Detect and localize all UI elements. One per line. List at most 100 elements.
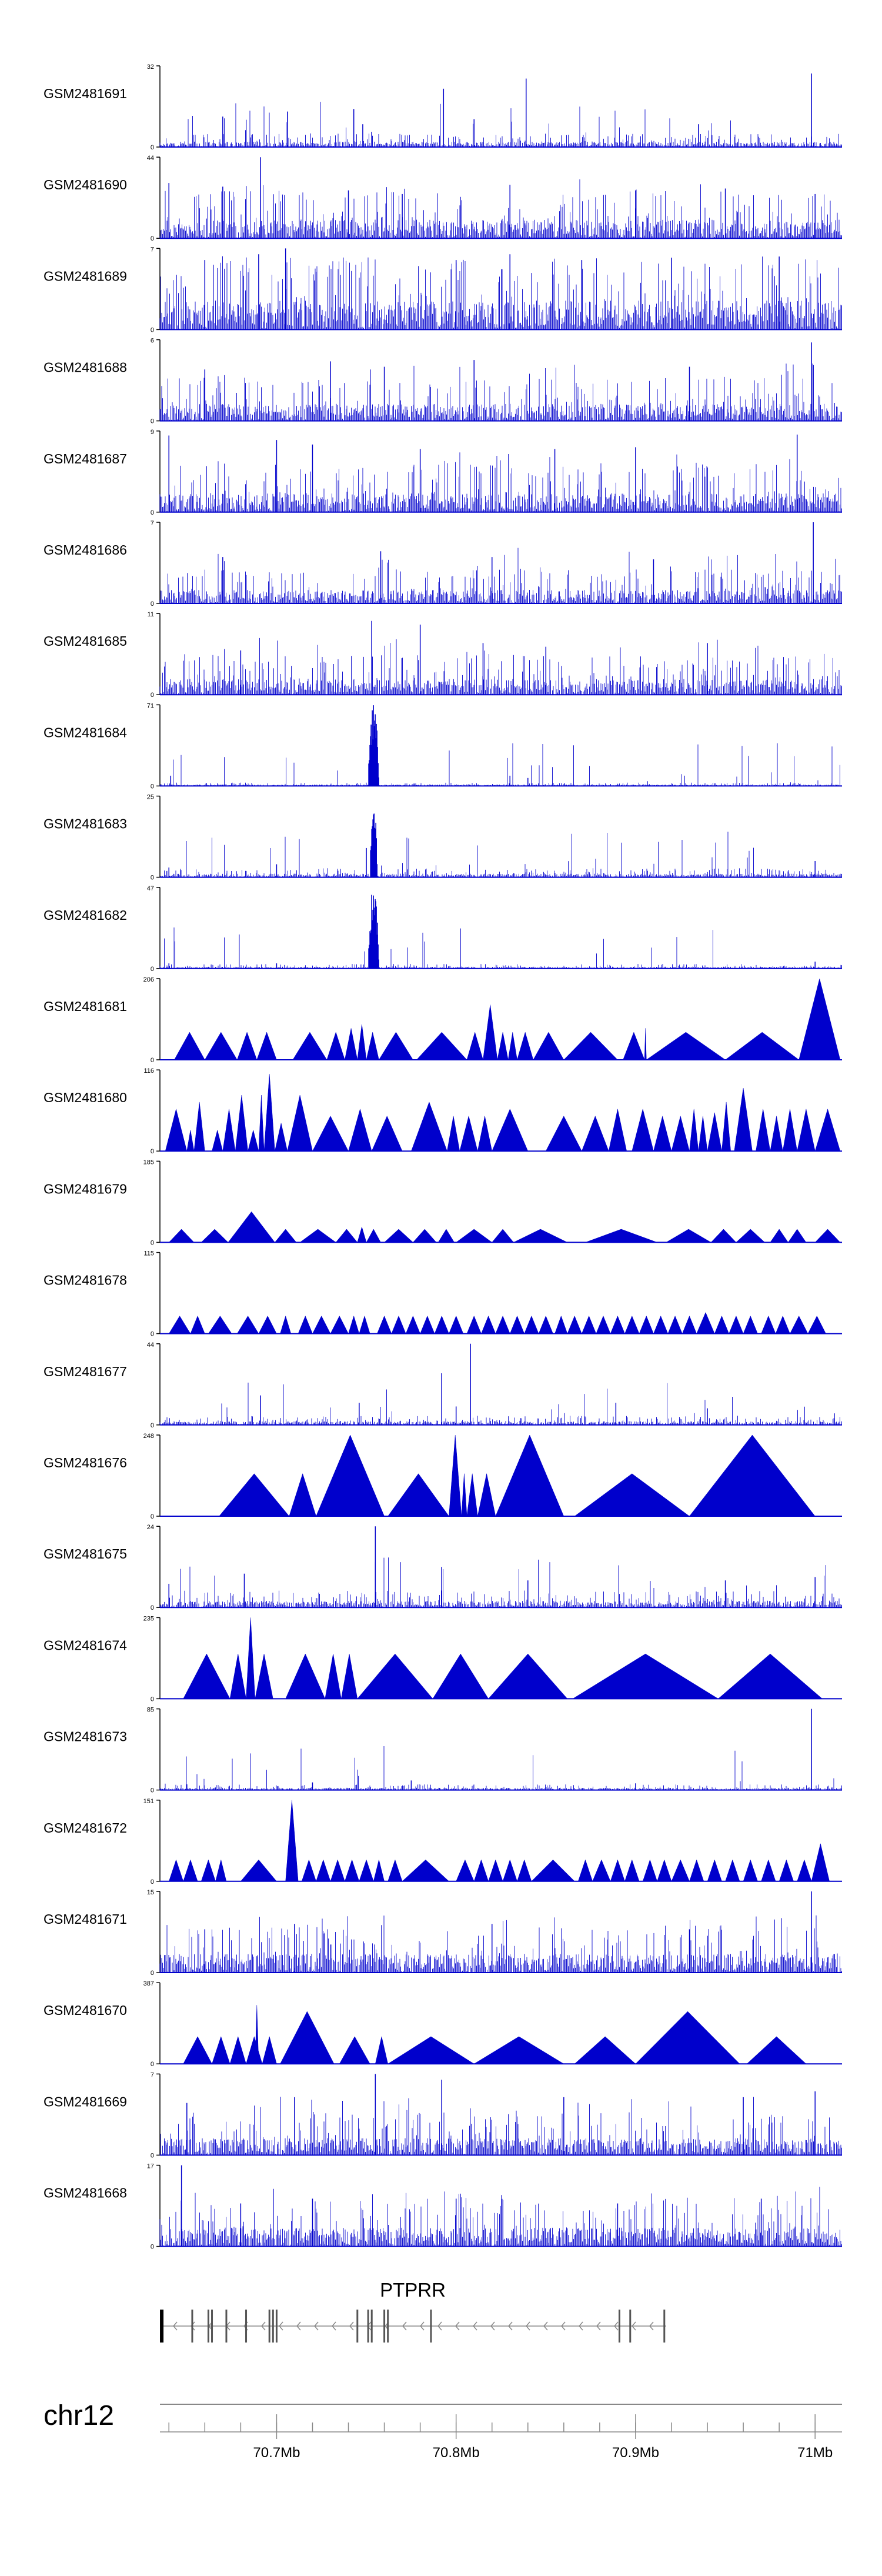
track-GSM2481670: GSM2481670 387 0 [44, 1980, 842, 2068]
y-max-label: 9 [151, 429, 154, 436]
signal-bars [159, 1382, 842, 1425]
exon [272, 2310, 274, 2343]
axis-tick-label: 71Mb [797, 2445, 833, 2461]
track-label: GSM2481686 [44, 542, 127, 558]
track-label: GSM2481688 [44, 360, 127, 375]
y-max-label: 151 [143, 1798, 154, 1805]
track-label: GSM2481681 [44, 999, 127, 1014]
track-GSM2481690: GSM2481690 44 0 [44, 155, 842, 242]
signal-bars [159, 102, 842, 147]
track-label: GSM2481668 [44, 2185, 127, 2201]
y-min-label: 0 [151, 2152, 154, 2159]
signal-area [165, 1074, 841, 1152]
track-GSM2481671: GSM2481671 15 0 [44, 1889, 842, 1977]
y-max-label: 7 [151, 520, 154, 527]
y-max-label: 248 [143, 1433, 154, 1440]
y-min-label: 0 [151, 1696, 154, 1703]
exon [356, 2310, 359, 2343]
y-max-label: 235 [143, 1615, 154, 1622]
signal-bars [159, 452, 842, 512]
y-max-label: 185 [143, 1159, 154, 1166]
y-max-label: 7 [151, 246, 154, 253]
y-max-label: 15 [147, 1889, 154, 1896]
y-max-label: 17 [147, 2163, 154, 2170]
y-min-label: 0 [151, 144, 154, 151]
track-label: GSM2481676 [44, 1455, 127, 1470]
exon [245, 2310, 248, 2343]
gene-model [160, 2310, 666, 2343]
signal-bars [159, 1557, 842, 1608]
track-GSM2481673: GSM2481673 85 0 [44, 1707, 842, 1794]
track-label: GSM2481674 [44, 1637, 127, 1653]
exon [268, 2310, 270, 2343]
track-GSM2481668: GSM2481668 17 0 [44, 2163, 842, 2251]
strand-arrow-icon [543, 2321, 548, 2331]
exon [191, 2310, 193, 2343]
y-min-label: 0 [151, 1513, 154, 1520]
signal-area [168, 1211, 841, 1243]
track-label: GSM2481672 [44, 1820, 127, 1836]
track-label: GSM2481682 [44, 907, 127, 923]
y-min-label: 0 [151, 509, 154, 516]
axis-tick-label: 70.9Mb [612, 2445, 659, 2461]
exon [430, 2310, 432, 2343]
y-max-label: 116 [143, 1067, 154, 1075]
strand-arrow-icon [279, 2321, 283, 2331]
y-max-label: 387 [143, 1980, 154, 1987]
gene-label: PTPRR [380, 2279, 446, 2301]
y-max-label: 6 [151, 338, 154, 345]
signal-area [183, 1617, 823, 1699]
exon [207, 2310, 209, 2343]
strand-arrow-icon [261, 2321, 266, 2331]
y-min-label: 0 [151, 600, 154, 608]
track-label: GSM2481683 [44, 816, 127, 832]
y-min-label: 0 [151, 1604, 154, 1611]
track-GSM2481679: GSM2481679 185 0 [44, 1159, 842, 1246]
y-min-label: 0 [151, 326, 154, 333]
track-GSM2481683: GSM2481683 25 0 [44, 794, 842, 882]
strand-arrow-icon [649, 2321, 654, 2331]
exon [160, 2310, 164, 2343]
y-max-label: 44 [147, 1342, 154, 1349]
signal-bars [159, 256, 842, 330]
track-label: GSM2481685 [44, 633, 127, 649]
exon [370, 2310, 373, 2343]
signal-area [173, 978, 841, 1060]
gene-annotation-track: PTPRR [160, 2279, 666, 2343]
track-GSM2481678: GSM2481678 115 0 [44, 1250, 842, 1338]
track-GSM2481672: GSM2481672 151 0 [44, 1798, 842, 1886]
signal-bars [159, 2187, 842, 2247]
signal-bars [159, 1746, 842, 1790]
exon [383, 2310, 386, 2343]
y-min-label: 0 [151, 1057, 154, 1064]
track-label: GSM2481679 [44, 1181, 127, 1196]
track-GSM2481686: GSM2481686 7 0 [44, 520, 842, 608]
y-min-label: 0 [151, 1787, 154, 1794]
y-min-label: 0 [151, 1422, 154, 1429]
track-GSM2481688: GSM2481688 6 0 [44, 338, 842, 425]
signal-area [219, 1434, 816, 1517]
y-max-label: 44 [147, 155, 154, 162]
y-min-label: 0 [151, 1239, 154, 1246]
track-label: GSM2481687 [44, 451, 127, 466]
strand-arrow-icon [561, 2321, 566, 2331]
exon [275, 2310, 278, 2343]
signal-bars [159, 2097, 842, 2155]
genome-axis-track: chr12 70.7Mb 70.8Mb 70.9Mb 71Mb [44, 2400, 842, 2461]
y-min-label: 0 [151, 875, 154, 882]
strand-arrow-icon [455, 2321, 460, 2331]
signal-area [168, 1312, 826, 1334]
track-label: GSM2481691 [44, 86, 127, 101]
strand-arrow-icon [614, 2321, 619, 2331]
signal-peak [368, 705, 379, 786]
track-GSM2481691: GSM2481691 32 0 [44, 64, 842, 151]
signal-bars [159, 1915, 842, 1973]
strand-arrow-icon [402, 2321, 407, 2331]
signal-bars [159, 179, 842, 239]
track-GSM2481680: GSM2481680 116 0 [44, 1067, 842, 1155]
exon [225, 2310, 228, 2343]
track-GSM2481669: GSM2481669 7 0 [44, 2071, 842, 2159]
axis-tick-label: 70.8Mb [433, 2445, 480, 2461]
track-GSM2481682: GSM2481682 47 0 [44, 885, 842, 973]
signal-area [168, 1800, 830, 1882]
